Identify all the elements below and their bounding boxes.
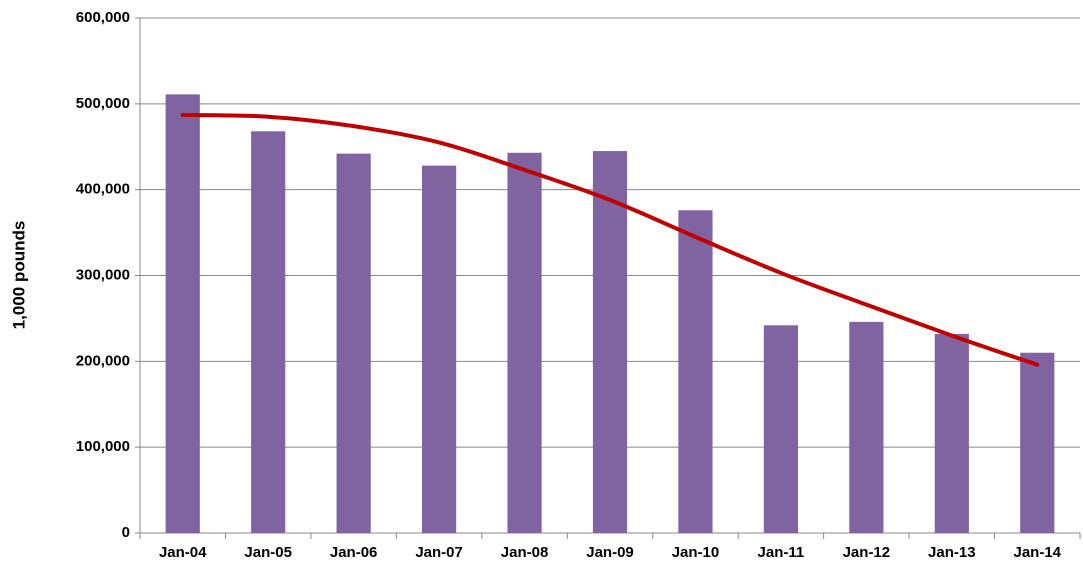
y-tick-label: 0 <box>122 524 130 541</box>
x-tick-label: Jan-04 <box>159 544 207 561</box>
bar <box>507 152 542 533</box>
bar <box>592 151 628 533</box>
bar <box>251 131 286 534</box>
x-tick-label: Jan-12 <box>843 544 891 561</box>
x-tick-label: Jan-09 <box>586 544 634 561</box>
x-tick-label: Jan-13 <box>928 544 976 561</box>
y-tick-label: 500,000 <box>76 95 130 112</box>
y-axis-label: 1,000 pounds <box>9 221 28 330</box>
x-tick-label: Jan-11 <box>758 544 805 561</box>
bar <box>336 153 371 533</box>
x-tick-label: Jan-05 <box>244 544 292 561</box>
bar <box>763 325 798 533</box>
bar <box>165 94 200 534</box>
y-tick-label: 200,000 <box>76 352 130 369</box>
x-tick-label: Jan-06 <box>330 544 378 561</box>
bar <box>849 321 884 533</box>
y-tick-label: 600,000 <box>76 9 130 26</box>
x-tick-label: Jan-08 <box>501 544 549 561</box>
bar <box>934 333 969 533</box>
x-tick-label: Jan-10 <box>672 544 720 561</box>
trend-line <box>180 112 1040 367</box>
bar <box>678 210 713 533</box>
x-tick-label: Jan-14 <box>1014 544 1062 561</box>
y-tick-label: 300,000 <box>76 266 130 283</box>
x-tick-label: Jan-07 <box>415 544 463 561</box>
bar <box>1020 352 1055 533</box>
y-tick-label: 400,000 <box>76 181 130 198</box>
y-tick-label: 100,000 <box>76 438 130 455</box>
bar <box>422 165 457 533</box>
